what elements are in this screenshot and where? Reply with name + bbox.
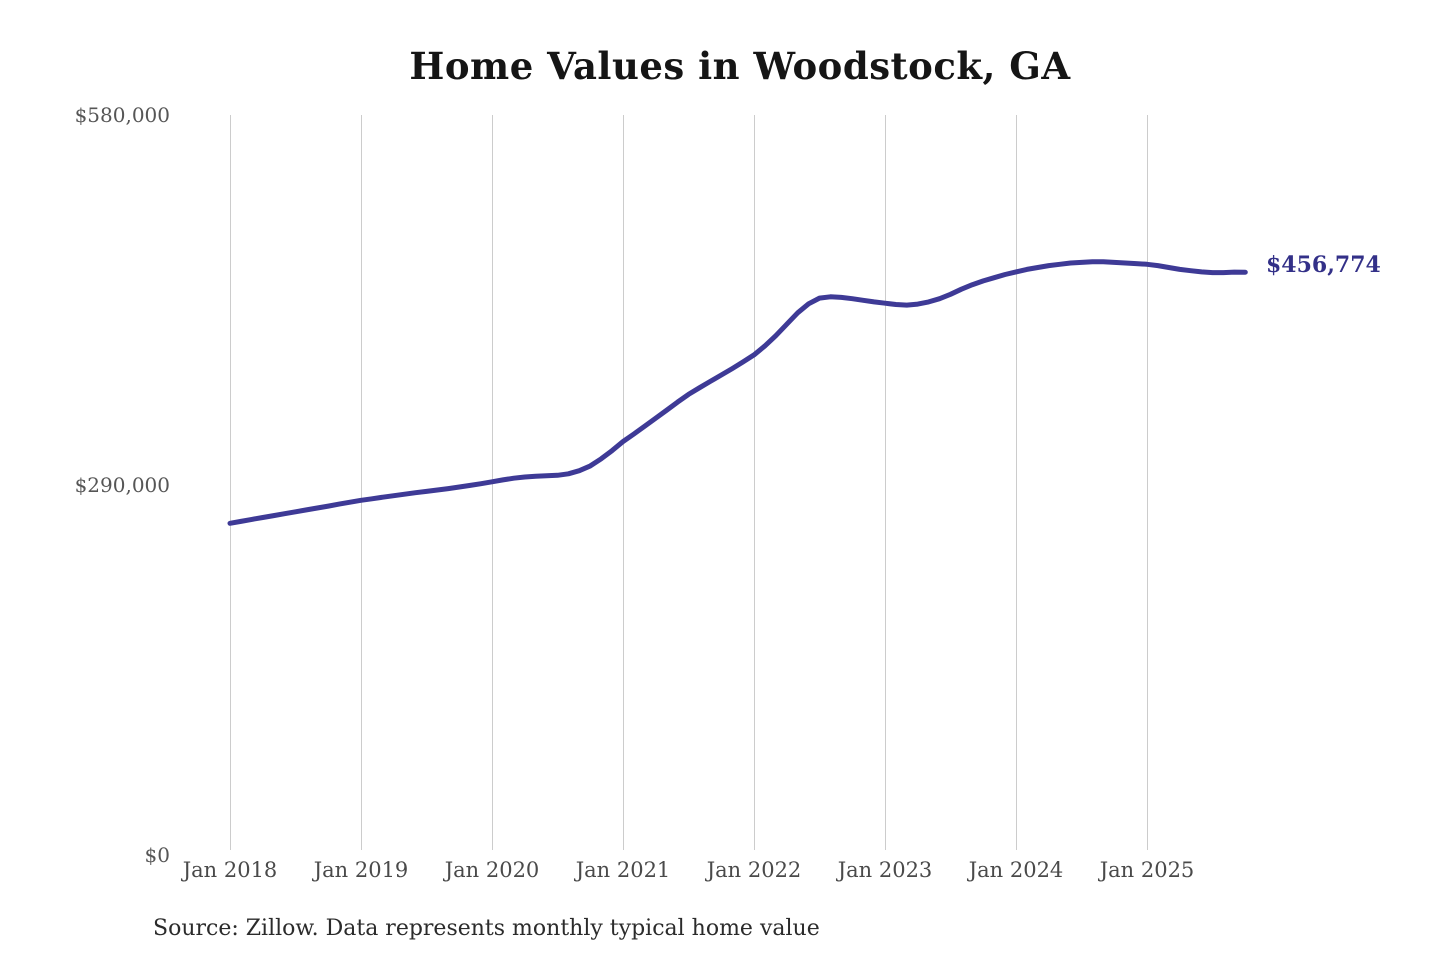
chart-title: Home Values in Woodstock, GA — [409, 44, 1071, 88]
y-tick-label: $580,000 — [74, 103, 170, 127]
x-tick-label: Jan 2022 — [706, 858, 802, 882]
x-tick-label: Jan 2019 — [313, 858, 409, 882]
x-tick-label: Jan 2023 — [837, 858, 933, 882]
x-tick-label: Jan 2024 — [968, 858, 1064, 882]
source-note: Source: Zillow. Data represents monthly … — [153, 916, 820, 941]
home-value-line — [227, 259, 1248, 526]
y-tick-label: $0 — [144, 843, 170, 867]
x-tick-label: Jan 2021 — [575, 858, 671, 882]
latest-value-label: $456,774 — [1266, 252, 1381, 278]
x-tick-label: Jan 2020 — [444, 858, 540, 882]
x-tick-label: Jan 2018 — [182, 858, 278, 882]
y-tick-label: $290,000 — [74, 473, 170, 497]
x-tick-label: Jan 2025 — [1099, 858, 1195, 882]
